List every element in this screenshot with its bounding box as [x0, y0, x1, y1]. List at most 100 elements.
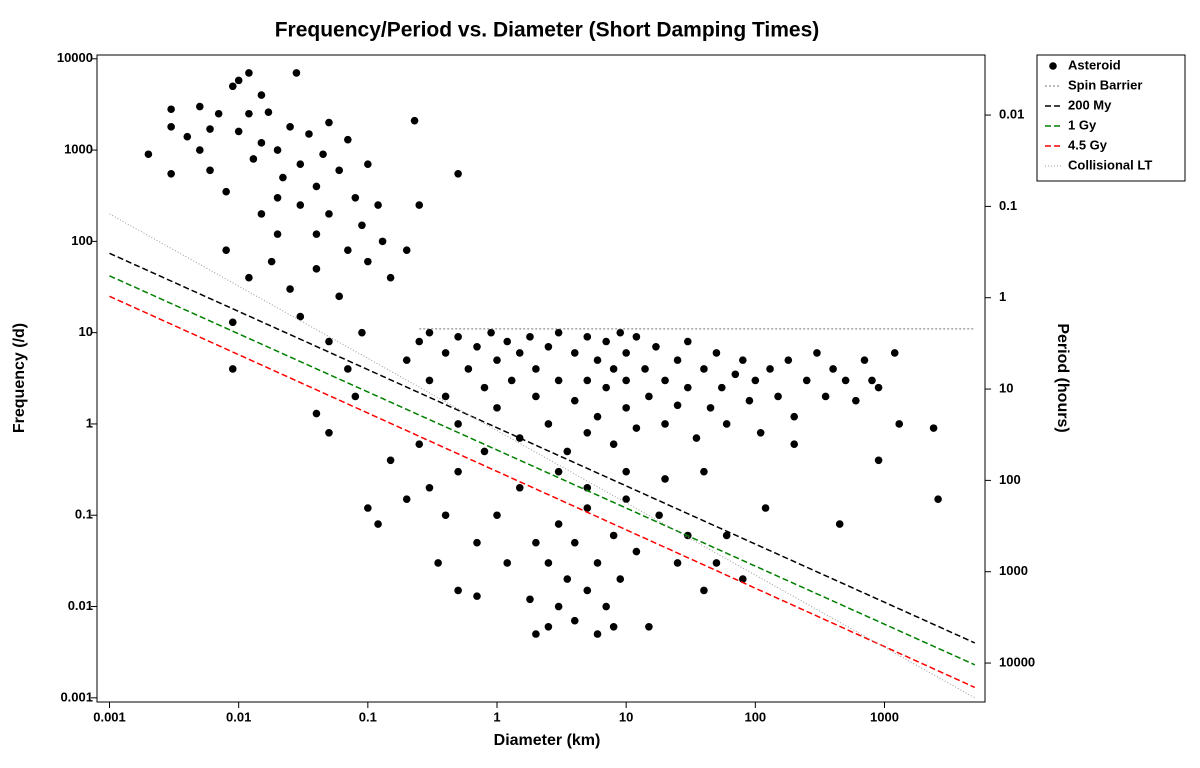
point — [257, 139, 266, 147]
point — [402, 356, 411, 364]
point — [234, 76, 243, 85]
point — [532, 630, 540, 638]
point — [425, 328, 434, 337]
point — [544, 622, 553, 631]
point — [325, 118, 333, 127]
point — [245, 109, 253, 118]
point — [761, 504, 770, 512]
point — [402, 246, 411, 255]
legend-label: 1 Gy — [1068, 117, 1097, 132]
point — [245, 273, 253, 282]
point — [214, 109, 223, 118]
point — [731, 370, 740, 379]
point — [821, 392, 830, 401]
point — [570, 616, 579, 625]
point — [441, 349, 450, 357]
point — [473, 592, 481, 600]
point — [473, 342, 481, 351]
point — [480, 447, 489, 456]
x-axis-title: Diameter (km) — [494, 732, 601, 749]
point — [593, 630, 602, 638]
point — [632, 547, 641, 556]
legend-label: 200 My — [1068, 97, 1112, 112]
point — [570, 349, 579, 357]
point — [415, 440, 424, 448]
point — [802, 376, 811, 385]
point — [493, 404, 501, 412]
point — [593, 559, 602, 567]
y2-axis-title: Period (hours) — [1054, 323, 1071, 432]
point — [480, 383, 489, 392]
point — [344, 135, 352, 144]
point — [632, 424, 641, 432]
point — [563, 447, 572, 456]
point — [622, 495, 630, 503]
point — [206, 125, 214, 133]
y2-tick-label: 10 — [999, 380, 1013, 395]
x-tick-label: 1 — [493, 709, 500, 724]
legend-box — [1036, 54, 1186, 182]
point — [602, 602, 610, 611]
point — [712, 349, 721, 357]
x-tick-label: 10 — [619, 709, 633, 724]
point — [325, 428, 333, 437]
point — [683, 337, 692, 346]
point — [264, 108, 273, 116]
point — [934, 495, 942, 503]
point — [386, 273, 395, 282]
point — [167, 122, 175, 131]
point — [622, 467, 630, 476]
y-tick-label: 10 — [79, 324, 93, 339]
point — [364, 160, 372, 169]
y-tick-label: 0.1 — [75, 507, 93, 522]
point — [335, 166, 343, 175]
line — [109, 275, 976, 666]
point — [273, 230, 282, 238]
point — [700, 365, 708, 373]
point — [245, 69, 253, 77]
point — [515, 349, 524, 357]
point — [583, 376, 592, 385]
point — [609, 531, 618, 540]
point — [473, 538, 481, 547]
point — [532, 365, 540, 373]
point — [257, 91, 266, 99]
point — [434, 559, 442, 567]
point — [374, 201, 382, 209]
point — [222, 246, 230, 255]
point — [673, 401, 682, 410]
point — [583, 483, 592, 492]
point — [784, 356, 793, 364]
point — [364, 504, 372, 512]
y-tick-label: 0.001 — [60, 689, 93, 704]
y-tick-label: 0.01 — [68, 598, 93, 613]
point — [454, 420, 462, 428]
point — [386, 456, 395, 465]
point — [344, 246, 352, 255]
legend-label: 4.5 Gy — [1068, 137, 1108, 152]
point — [544, 342, 553, 351]
point — [593, 412, 602, 421]
point — [167, 105, 175, 114]
point — [641, 365, 649, 373]
point — [234, 127, 243, 136]
point — [526, 333, 534, 341]
point — [852, 396, 860, 405]
point — [257, 210, 266, 218]
point — [425, 376, 434, 385]
point — [364, 257, 372, 266]
point — [813, 349, 821, 357]
point — [692, 434, 701, 442]
chart-title: Frequency/Period vs. Diameter (Short Dam… — [275, 19, 820, 42]
x-tick-label: 0.1 — [359, 709, 377, 724]
point — [167, 169, 175, 178]
point — [583, 333, 592, 341]
x-tick-label: 0.01 — [226, 709, 251, 724]
point — [454, 467, 462, 476]
point — [273, 146, 282, 154]
point — [441, 392, 450, 401]
point — [515, 483, 524, 492]
point — [454, 333, 462, 341]
